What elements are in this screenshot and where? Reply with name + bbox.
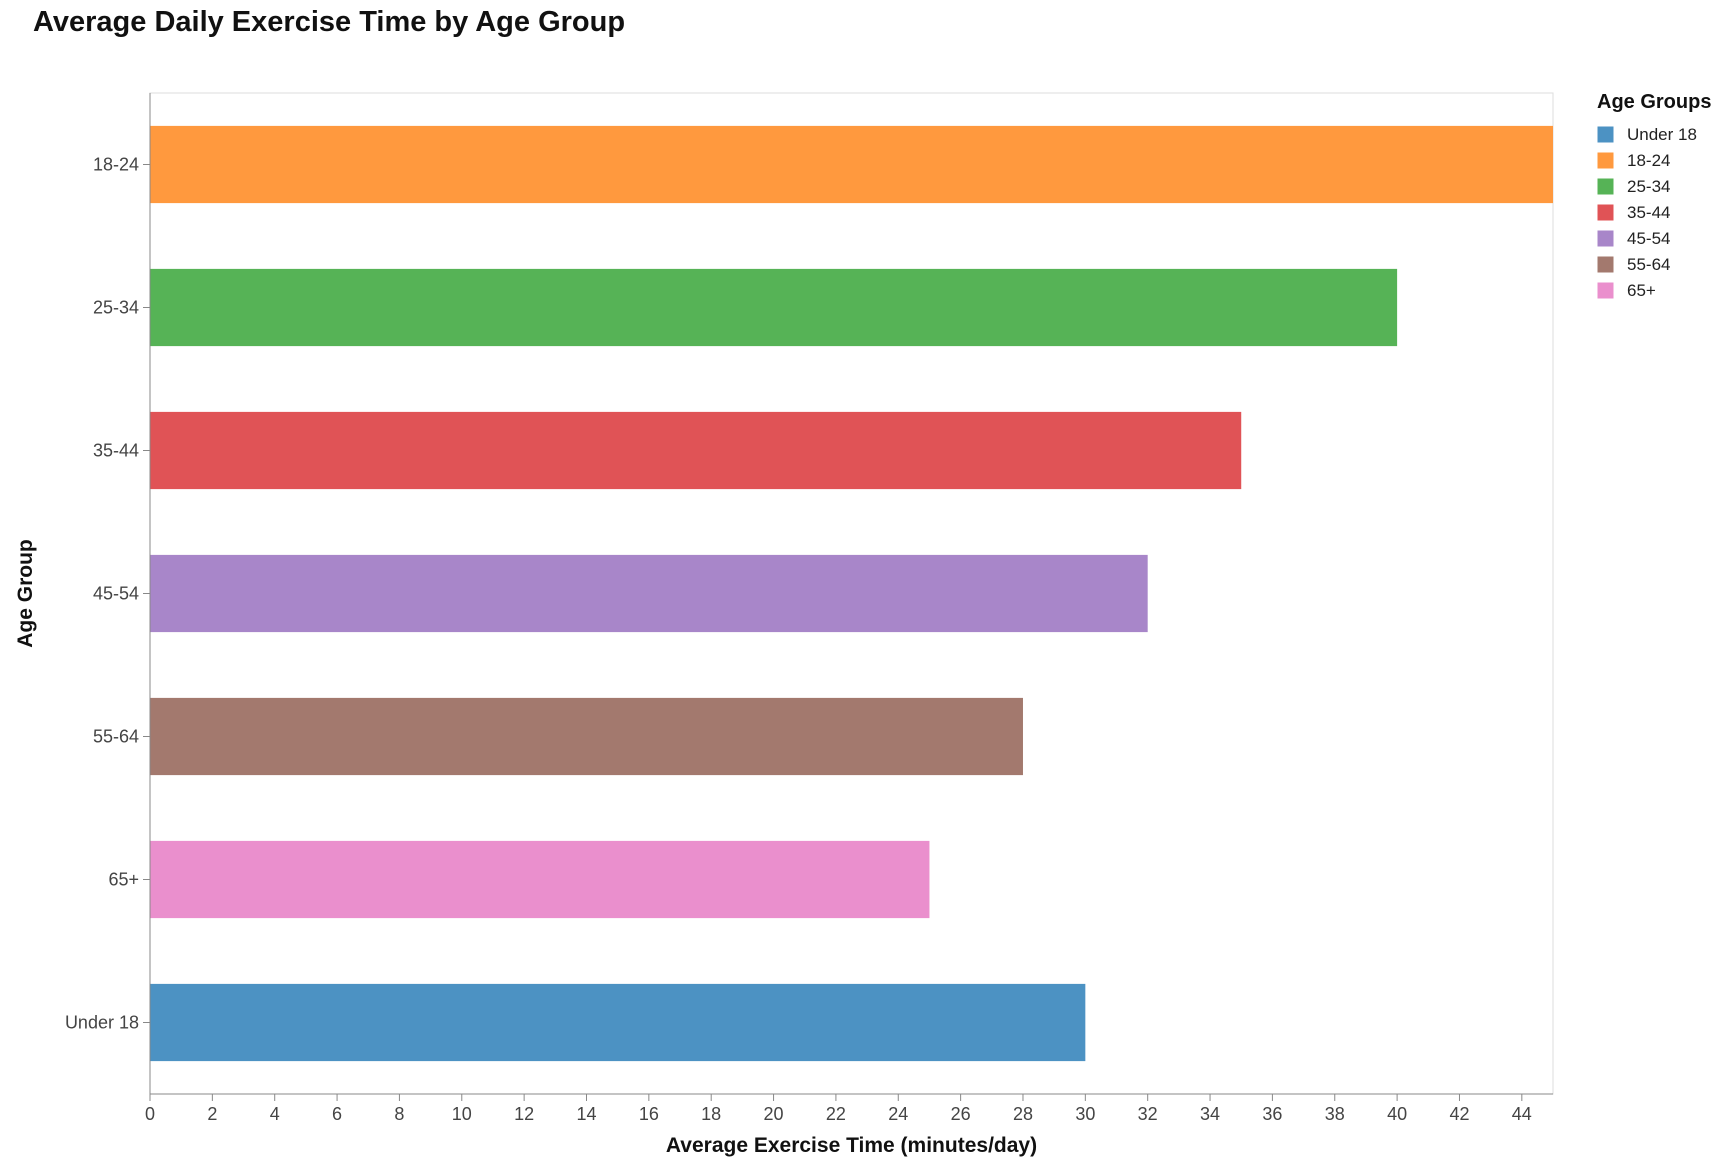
x-tick-label: 12 <box>514 1104 534 1124</box>
legend-swatch <box>1596 177 1615 196</box>
legend-swatch <box>1596 125 1615 144</box>
legend-label: Under 18 <box>1627 125 1697 144</box>
x-tick-label: 2 <box>207 1104 217 1124</box>
legend: Age Groups Under 18 18-24 25-34 35-44 45-54 55… <box>1596 91 1711 300</box>
legend-swatch <box>1596 151 1615 170</box>
x-tick-label: 20 <box>764 1104 784 1124</box>
x-tick-label: 4 <box>270 1104 280 1124</box>
x-tick-label: 0 <box>145 1104 155 1124</box>
y-tick-label: Under 18 <box>65 1013 139 1033</box>
legend-label: 45-54 <box>1627 229 1670 248</box>
bar-45-54 <box>150 554 1148 633</box>
y-tick-label: 35-44 <box>93 441 139 461</box>
x-tick-label: 44 <box>1512 1104 1532 1124</box>
x-tick-label: 18 <box>701 1104 721 1124</box>
bars <box>150 125 1553 1062</box>
legend-label: 25-34 <box>1627 177 1670 196</box>
bar-25-34 <box>150 268 1398 347</box>
bar-65- <box>150 840 930 919</box>
y-tick-label: 25-34 <box>93 298 139 318</box>
x-tick-label: 16 <box>639 1104 659 1124</box>
chart-title: Average Daily Exercise Time by Age Group <box>33 6 626 38</box>
x-tick-label: 10 <box>452 1104 472 1124</box>
x-tick-label: 30 <box>1075 1104 1095 1124</box>
x-tick-label: 42 <box>1449 1104 1469 1124</box>
x-tick-label: 24 <box>888 1104 908 1124</box>
y-axis-title: Age Group <box>14 539 37 648</box>
x-tick-label: 36 <box>1262 1104 1282 1124</box>
bar-35-44 <box>150 411 1242 490</box>
bar-under-18 <box>150 983 1086 1062</box>
legend-swatch <box>1596 281 1615 300</box>
y-tick-label: 55-64 <box>93 727 139 747</box>
x-tick-label: 32 <box>1138 1104 1158 1124</box>
y-tick-label: 18-24 <box>93 155 139 175</box>
x-tick-label: 22 <box>826 1104 846 1124</box>
legend-label: 55-64 <box>1627 255 1670 274</box>
legend-label: 18-24 <box>1627 151 1670 170</box>
bar-18-24 <box>150 125 1553 204</box>
legend-swatch <box>1596 255 1615 274</box>
x-tick-label: 26 <box>951 1104 971 1124</box>
y-tick-label: 65+ <box>108 870 139 890</box>
x-tick-label: 40 <box>1387 1104 1407 1124</box>
bar-55-64 <box>150 697 1023 776</box>
x-tick-label: 28 <box>1013 1104 1033 1124</box>
legend-swatch <box>1596 203 1615 222</box>
legend-swatch <box>1596 229 1615 248</box>
x-tick-label: 38 <box>1325 1104 1345 1124</box>
y-tick-label: 45-54 <box>93 584 139 604</box>
x-tick-label: 6 <box>332 1104 342 1124</box>
x-tick-label: 34 <box>1200 1104 1220 1124</box>
x-axis-title: Average Exercise Time (minutes/day) <box>666 1134 1037 1157</box>
legend-label: 65+ <box>1627 281 1656 300</box>
legend-title: Age Groups <box>1597 91 1711 113</box>
x-tick-label: 8 <box>394 1104 404 1124</box>
x-axis: 0 2 4 6 8 10 12 14 16 18 20 22 24 26 28 30 32 34 36 38 40 42 4… <box>145 1093 1553 1124</box>
y-axis: 18-24 25-34 35-44 45-54 55-64 65+ Under 18 <box>65 93 151 1094</box>
legend-label: 35-44 <box>1627 203 1670 222</box>
x-tick-label: 14 <box>576 1104 596 1124</box>
